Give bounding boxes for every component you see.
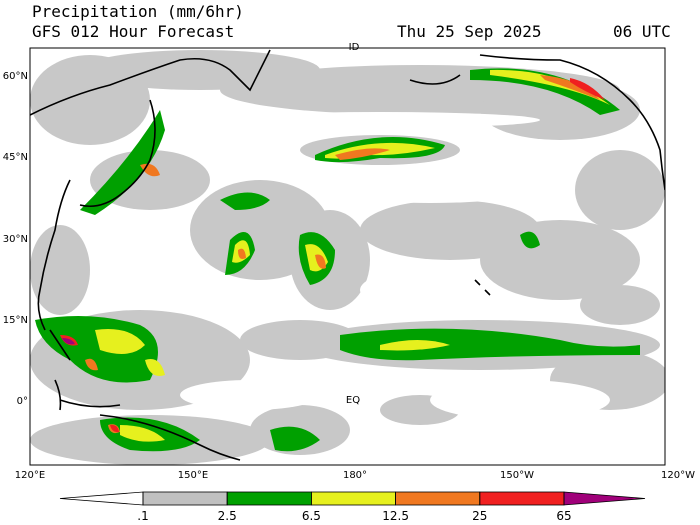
lat-label: 30°N: [3, 234, 28, 245]
colorbar-label: 65: [556, 509, 571, 523]
colorbar: .1 2.5 6.5 12.5 25 65: [59, 491, 646, 523]
colorbar-label: 12.5: [382, 509, 409, 523]
colorbar-label: .1: [137, 509, 148, 523]
equator-label: EQ: [346, 395, 360, 406]
coastlines: [30, 49, 665, 461]
subtitle: GFS 012 Hour Forecast: [32, 22, 234, 41]
colorbar-label: 6.5: [302, 509, 321, 523]
date: Thu 25 Sep 2025: [397, 22, 542, 41]
colorbar-segment: [226, 491, 312, 506]
colorbar-segment: [310, 491, 396, 506]
colorbar-arrow: [563, 491, 646, 506]
colorbar-arrow: [59, 491, 144, 506]
dateline-label: ID: [349, 42, 360, 53]
lon-label: 180°: [343, 470, 367, 481]
precip-field: [30, 49, 665, 465]
lon-label: 120°E: [15, 470, 45, 481]
lat-label: 0°: [17, 396, 28, 407]
colorbar-segment: [142, 491, 228, 506]
map: 60°N 45°N 30°N 15°N 0° 120°E 150°E 180° …: [3, 42, 695, 481]
title: Precipitation (mm/6hr): [32, 2, 244, 21]
lat-label: 60°N: [3, 71, 28, 82]
map-frame: [29, 47, 666, 466]
lat-label: 45°N: [3, 152, 28, 163]
lon-label: 150°E: [178, 470, 208, 481]
lon-label: 120°W: [661, 470, 695, 481]
lon-label: 150°W: [500, 470, 534, 481]
time: 06 UTC: [613, 22, 671, 41]
colorbar-label: 2.5: [218, 509, 237, 523]
colorbar-label: 25: [472, 509, 487, 523]
colorbar-segment: [479, 491, 565, 506]
colorbar-segment: [395, 491, 481, 506]
lat-label: 15°N: [3, 315, 28, 326]
